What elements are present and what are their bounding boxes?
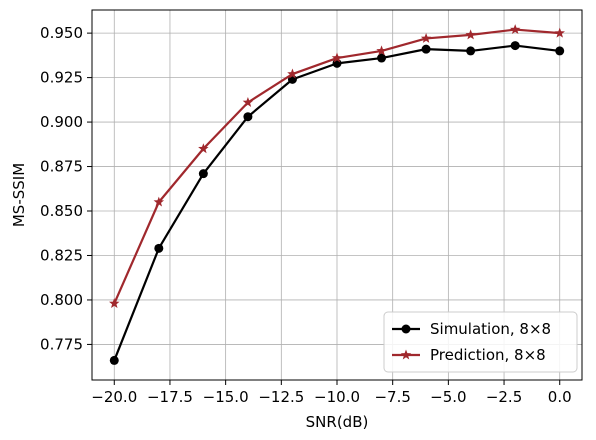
legend-marker xyxy=(400,349,412,360)
x-tick-label: −10.0 xyxy=(314,388,360,406)
data-point xyxy=(242,97,254,107)
data-point xyxy=(555,46,565,56)
x-axis: −20.0 −17.5 −15.0 −12.5 −10.0 −7.5 −5.0 −2.5 0.0 xyxy=(91,380,572,406)
data-point xyxy=(154,243,164,253)
data-point xyxy=(420,32,432,43)
data-point xyxy=(554,27,565,38)
legend-label: Prediction, 8×8 xyxy=(430,346,546,364)
data-point xyxy=(287,68,298,79)
data-point xyxy=(331,52,343,63)
x-tick-label: −20.0 xyxy=(91,388,137,406)
legend-entry: Prediction, 8×8 xyxy=(392,346,546,364)
data-point xyxy=(198,169,208,179)
legend-box xyxy=(383,311,578,373)
data-point xyxy=(243,112,253,122)
series-layer xyxy=(109,24,565,365)
y-tick-label: 0.800 xyxy=(40,291,83,309)
data-point xyxy=(377,53,387,63)
data-point xyxy=(466,46,476,56)
x-tick-label: 0.0 xyxy=(548,388,572,406)
y-tick-label: 0.850 xyxy=(40,202,83,220)
y-tick-label: 0.775 xyxy=(40,335,83,353)
y-tick-label: 0.825 xyxy=(40,246,83,264)
x-tick-label: −12.5 xyxy=(258,388,304,406)
legend: Simulation, 8×8 Prediction, 8×8 xyxy=(383,311,578,373)
y-tick-label: 0.950 xyxy=(40,24,83,42)
data-point xyxy=(376,45,387,56)
y-tick-label: 0.875 xyxy=(40,158,83,176)
data-point xyxy=(153,196,165,207)
y-axis: 0.775 0.800 0.825 0.850 0.875 0.900 0.925 0.950 xyxy=(40,24,92,353)
y-tick-label: 0.900 xyxy=(40,113,83,131)
data-point xyxy=(109,355,119,365)
x-axis-label: SNR(dB) xyxy=(306,413,369,431)
data-point xyxy=(421,44,431,54)
data-point xyxy=(109,298,120,308)
x-tick-label: −5.0 xyxy=(430,388,466,406)
legend-marker xyxy=(401,324,411,334)
x-tick-label: −7.5 xyxy=(374,388,410,406)
legend-entry: Simulation, 8×8 xyxy=(392,320,551,338)
data-point xyxy=(509,24,521,35)
x-tick-label: −17.5 xyxy=(147,388,193,406)
legend-label: Simulation, 8×8 xyxy=(430,320,551,338)
data-point xyxy=(198,143,209,154)
series-0 xyxy=(109,41,565,365)
y-tick-label: 0.925 xyxy=(40,69,83,87)
x-tick-label: −15.0 xyxy=(203,388,249,406)
data-point xyxy=(465,29,476,40)
series-1 xyxy=(109,24,565,308)
data-point xyxy=(510,41,520,51)
y-axis-label: MS-SSIM xyxy=(10,163,28,227)
grid xyxy=(92,10,582,380)
x-tick-label: −2.5 xyxy=(486,388,522,406)
